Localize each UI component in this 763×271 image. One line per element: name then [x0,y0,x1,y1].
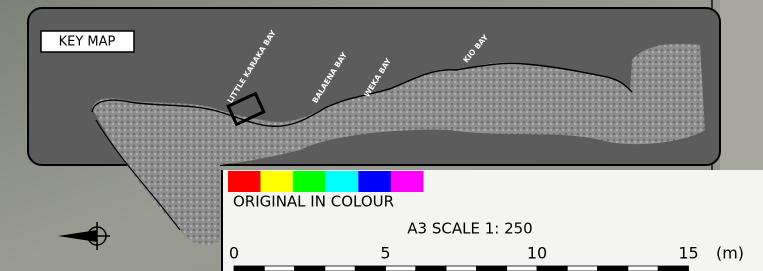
scale-segment [598,266,628,271]
color-swatch [228,171,261,192]
scale-segment [446,266,476,271]
legend-note: ORIGINAL IN COLOUR [233,193,394,211]
scale-segment [567,266,597,271]
scale-segment [234,266,264,271]
scale-label: 15 [678,244,698,263]
color-swatch [293,171,326,192]
color-swatch [326,171,359,192]
page: KEY MAP LITTLE KARAKA BAY BALAENA BAY WE… [0,0,763,271]
scale-title: A3 SCALE 1: 250 [407,220,532,238]
color-swatch [358,171,391,192]
scale-segment [264,266,294,271]
swatch-group [228,171,424,192]
scale-segment [386,266,416,271]
scale-label: 10 [527,244,547,263]
scale-unit: (m) [716,244,744,263]
color-swatch [391,171,424,192]
scale-segment [658,266,688,271]
scale-segment [416,266,446,271]
scale-segment [355,266,385,271]
key-map-title: KEY MAP [59,35,116,50]
scale-segment [325,266,355,271]
scale-segment [628,266,658,271]
scale-label: 0 [229,244,239,263]
scale-segment [537,266,567,271]
scale-segment [295,266,325,271]
scale-label: 5 [380,244,390,263]
scale-segment [507,266,537,271]
color-swatch [261,171,294,192]
scale-segment [476,266,506,271]
